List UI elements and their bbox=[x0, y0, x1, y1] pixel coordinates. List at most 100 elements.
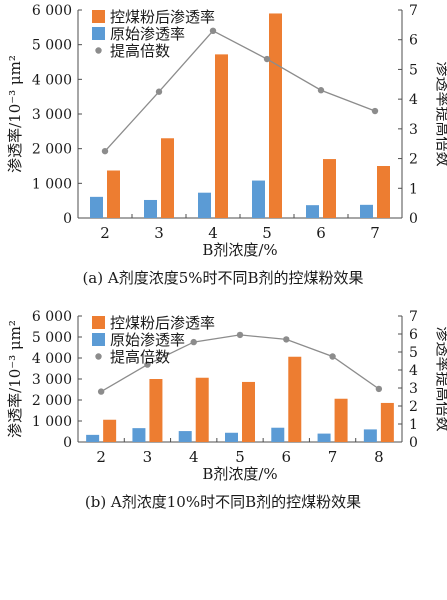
ratio-point bbox=[144, 361, 151, 368]
ratio-point bbox=[283, 336, 290, 343]
x-tick-label: 5 bbox=[235, 448, 245, 466]
bar-after bbox=[269, 13, 282, 219]
chart-caption: (b) A剂浓度10%时不同B剂的控煤粉效果 bbox=[85, 493, 361, 511]
y-tick-label: 3 000 bbox=[32, 372, 72, 388]
bar-after bbox=[380, 402, 394, 442]
bar-original bbox=[144, 199, 157, 218]
legend-swatch bbox=[92, 333, 105, 346]
y2-tick-label: 0 bbox=[409, 211, 418, 227]
y-tick-label: 5 000 bbox=[32, 330, 72, 346]
bar-after bbox=[323, 159, 336, 218]
y2-tick-label: 4 bbox=[409, 363, 418, 379]
x-axis-title: B剂浓度/% bbox=[202, 465, 277, 483]
y2-tick-label: 7 bbox=[409, 309, 418, 325]
y-tick-label: 5 000 bbox=[32, 38, 72, 54]
bar-original bbox=[225, 432, 238, 442]
y2-tick-label: 3 bbox=[409, 381, 418, 397]
x-tick-label: 3 bbox=[154, 224, 164, 242]
ratio-point bbox=[155, 88, 163, 95]
bar-after bbox=[242, 381, 255, 442]
bar-original bbox=[271, 427, 285, 442]
x-tick-label: 5 bbox=[262, 224, 272, 242]
x-tick-label: 4 bbox=[189, 448, 199, 466]
y-tick-label: 1 000 bbox=[32, 176, 72, 192]
y-tick-label: 0 bbox=[63, 211, 72, 227]
y2-tick-label: 6 bbox=[409, 327, 418, 343]
bar-original bbox=[360, 204, 373, 218]
y-tick-label: 4 000 bbox=[32, 72, 72, 88]
legend-label: 控煤粉后渗透率 bbox=[110, 314, 215, 332]
legend-swatch bbox=[92, 316, 105, 329]
ratio-point bbox=[190, 338, 197, 346]
x-tick-label: 6 bbox=[282, 448, 292, 466]
legend-label: 提高倍数 bbox=[110, 348, 170, 366]
chart-caption: (a) A剂度浓度5%时不同B剂的控煤粉效果 bbox=[82, 269, 363, 287]
legend-label: 原始渗透率 bbox=[110, 331, 185, 349]
ratio-point bbox=[317, 87, 325, 94]
bar-after bbox=[107, 170, 120, 218]
ratio-point bbox=[236, 331, 244, 339]
bar-after bbox=[161, 138, 174, 218]
x-tick-label: 2 bbox=[96, 448, 106, 466]
ratio-point bbox=[371, 107, 379, 115]
y2-tick-label: 0 bbox=[409, 435, 418, 451]
bar-original bbox=[317, 433, 331, 442]
y-tick-label: 3 000 bbox=[32, 107, 72, 123]
bar-original bbox=[178, 431, 192, 442]
ratio-point bbox=[97, 388, 105, 395]
legend-swatch bbox=[92, 27, 105, 40]
x-tick-label: 7 bbox=[328, 448, 338, 466]
y-axis-title: 渗透率/10⁻³ μm² bbox=[6, 55, 24, 173]
y-tick-label: 1 000 bbox=[32, 414, 72, 430]
bar-original bbox=[90, 196, 103, 218]
x-axis-title: B剂浓度/% bbox=[202, 241, 277, 259]
y-tick-label: 2 000 bbox=[32, 142, 72, 158]
y2-tick-label: 2 bbox=[409, 152, 418, 168]
y2-tick-label: 2 bbox=[409, 399, 418, 415]
bar-after bbox=[334, 398, 348, 442]
x-tick-label: 8 bbox=[374, 448, 384, 466]
legend-swatch bbox=[95, 47, 102, 54]
y-tick-label: 6 000 bbox=[32, 3, 72, 19]
bar-original bbox=[86, 434, 100, 442]
ratio-line bbox=[104, 29, 376, 152]
bar-original bbox=[198, 192, 211, 218]
ratio-point bbox=[101, 147, 109, 155]
bar-after bbox=[195, 377, 209, 442]
y2-tick-label: 7 bbox=[409, 3, 418, 19]
y-tick-label: 0 bbox=[63, 435, 72, 451]
ratio-point bbox=[375, 385, 383, 393]
y2-tick-label: 6 bbox=[409, 33, 418, 49]
legend-label: 提高倍数 bbox=[110, 42, 170, 60]
bar-original bbox=[132, 428, 146, 442]
x-tick-label: 4 bbox=[208, 224, 218, 242]
y-tick-label: 2 000 bbox=[32, 393, 72, 409]
ratio-point bbox=[329, 353, 336, 360]
ratio-point bbox=[209, 27, 217, 34]
legend-swatch bbox=[92, 10, 105, 23]
legend-label: 控煤粉后渗透率 bbox=[110, 8, 215, 26]
x-tick-label: 3 bbox=[143, 448, 153, 466]
bar-original bbox=[363, 429, 377, 442]
x-tick-label: 6 bbox=[316, 224, 326, 242]
bar-after bbox=[103, 419, 117, 442]
chart-panel-a: 0 1 000 2 000 3 000 4 000 5 000 6 000 0 1 2 3 4 5 6 7 2… bbox=[6, 3, 447, 287]
legend-label: 原始渗透率 bbox=[110, 25, 185, 43]
bar-original bbox=[306, 205, 319, 218]
ratio-point bbox=[263, 55, 271, 63]
y-tick-label: 4 000 bbox=[32, 351, 72, 367]
y2-tick-label: 5 bbox=[409, 345, 418, 361]
y2-axis-title: 渗透率提高倍数 bbox=[434, 61, 447, 166]
y-axis-title: 渗透率/10⁻³ μm² bbox=[6, 320, 24, 438]
legend-swatch bbox=[95, 353, 102, 360]
bar-after bbox=[288, 356, 302, 442]
y2-tick-label: 5 bbox=[409, 62, 418, 78]
chart-panel-b: 0 1 000 2 000 3 000 4 000 5 000 6 000 0 1 2 3 4 5 6 7 2… bbox=[6, 309, 447, 511]
bar-original bbox=[252, 180, 265, 218]
y2-tick-label: 3 bbox=[409, 122, 418, 138]
y2-tick-label: 1 bbox=[409, 181, 418, 197]
y2-axis-title: 渗透率提高倍数 bbox=[434, 326, 447, 431]
